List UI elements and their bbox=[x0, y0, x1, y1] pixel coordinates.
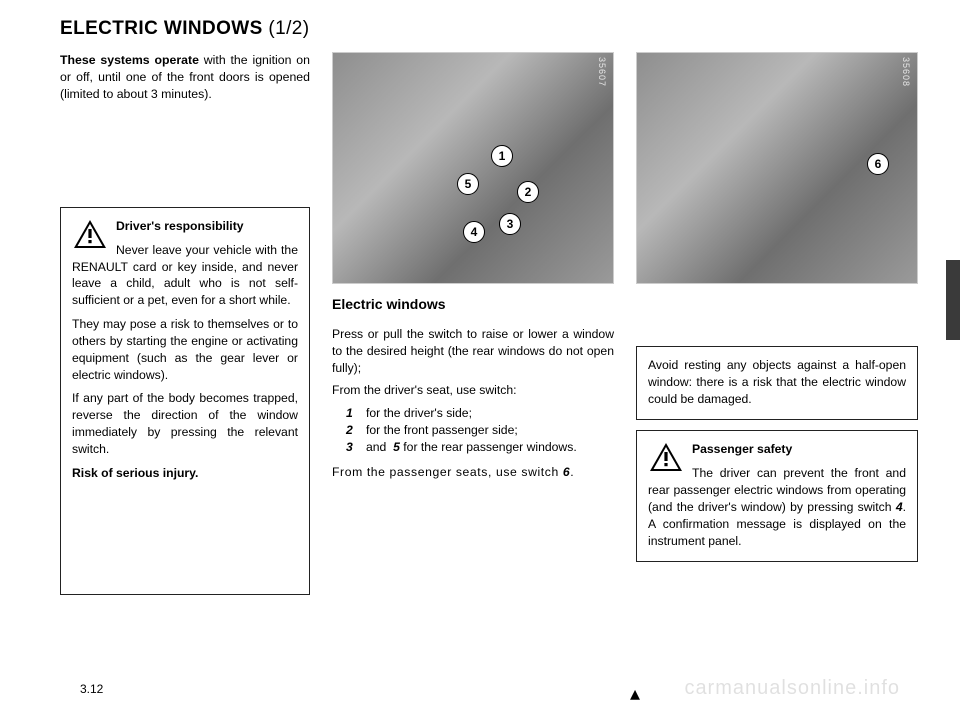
page-number: 3.12 bbox=[80, 682, 103, 696]
section-body: Press or pull the switch to raise or low… bbox=[332, 326, 614, 487]
column-2: 35607 1 2 3 4 5 Electric windows Press o… bbox=[332, 52, 614, 595]
watermark: carmanualsonline.info bbox=[684, 677, 900, 700]
callout-2: 2 bbox=[517, 181, 539, 203]
spacer bbox=[636, 294, 918, 336]
switch-list: 1for the driver's side; 2for the front p… bbox=[332, 405, 614, 455]
column-1: These systems operate with the ignition … bbox=[60, 52, 310, 595]
lead-bold: These systems operate bbox=[60, 53, 199, 67]
warning-icon bbox=[72, 218, 108, 250]
driver-box-p2: They may pose a risk to themselves or to… bbox=[72, 316, 298, 383]
callout-1: 1 bbox=[491, 145, 513, 167]
photo-id-left: 35607 bbox=[597, 57, 607, 87]
columns: These systems operate with the ignition … bbox=[60, 52, 918, 595]
section-tab-marker bbox=[946, 260, 960, 340]
section-p3: From the passenger seats, use switch 6. bbox=[332, 464, 614, 481]
driver-door-controls-photo: 35607 1 2 3 4 5 bbox=[332, 52, 614, 284]
title-part: (1/2) bbox=[268, 18, 309, 39]
avoid-objects-box: Avoid resting any objects against a half… bbox=[636, 346, 918, 420]
lead-paragraph: These systems operate with the ignition … bbox=[60, 52, 310, 103]
photo-id-right: 35608 bbox=[901, 57, 911, 87]
section-p1: Press or pull the switch to raise or low… bbox=[332, 326, 614, 376]
callout-5: 5 bbox=[457, 173, 479, 195]
passenger-safety-box: Passenger safety The driver can prevent … bbox=[636, 430, 918, 562]
passenger-box-heading: Passenger safety bbox=[648, 441, 906, 458]
cursor-icon: ▴ bbox=[630, 684, 640, 704]
driver-box-p1: Never leave your vehicle with the RENAUL… bbox=[72, 242, 298, 309]
avoid-box-p1: Avoid resting any objects against a half… bbox=[648, 357, 906, 407]
passenger-door-control-photo: 35608 6 bbox=[636, 52, 918, 284]
switch-list-item: 2for the front passenger side; bbox=[346, 422, 614, 439]
switch-list-item: 3and 5 for the rear passenger windows. bbox=[346, 439, 614, 456]
title-main: ELECTRIC WINDOWS bbox=[60, 18, 263, 39]
callout-6: 6 bbox=[867, 153, 889, 175]
warning-icon bbox=[648, 441, 684, 473]
manual-page: ELECTRIC WINDOWS (1/2) These systems ope… bbox=[20, 0, 940, 710]
driver-box-p4: Risk of serious injury. bbox=[72, 465, 298, 482]
switch-list-item: 1for the driver's side; bbox=[346, 405, 614, 422]
spacer bbox=[60, 113, 310, 197]
callout-4: 4 bbox=[463, 221, 485, 243]
section-p2: From the driver's seat, use switch: bbox=[332, 382, 614, 399]
column-3: 35608 6 Avoid resting any objects agains… bbox=[636, 52, 918, 595]
section-heading: Electric windows bbox=[332, 296, 614, 312]
driver-box-p3: If any part of the body becomes trapped,… bbox=[72, 390, 298, 457]
callout-3: 3 bbox=[499, 213, 521, 235]
passenger-box-p1: The driver can prevent the front and rea… bbox=[648, 465, 906, 549]
driver-responsibility-box: Driver's responsibility Never leave your… bbox=[60, 207, 310, 595]
page-title: ELECTRIC WINDOWS (1/2) bbox=[60, 18, 918, 40]
